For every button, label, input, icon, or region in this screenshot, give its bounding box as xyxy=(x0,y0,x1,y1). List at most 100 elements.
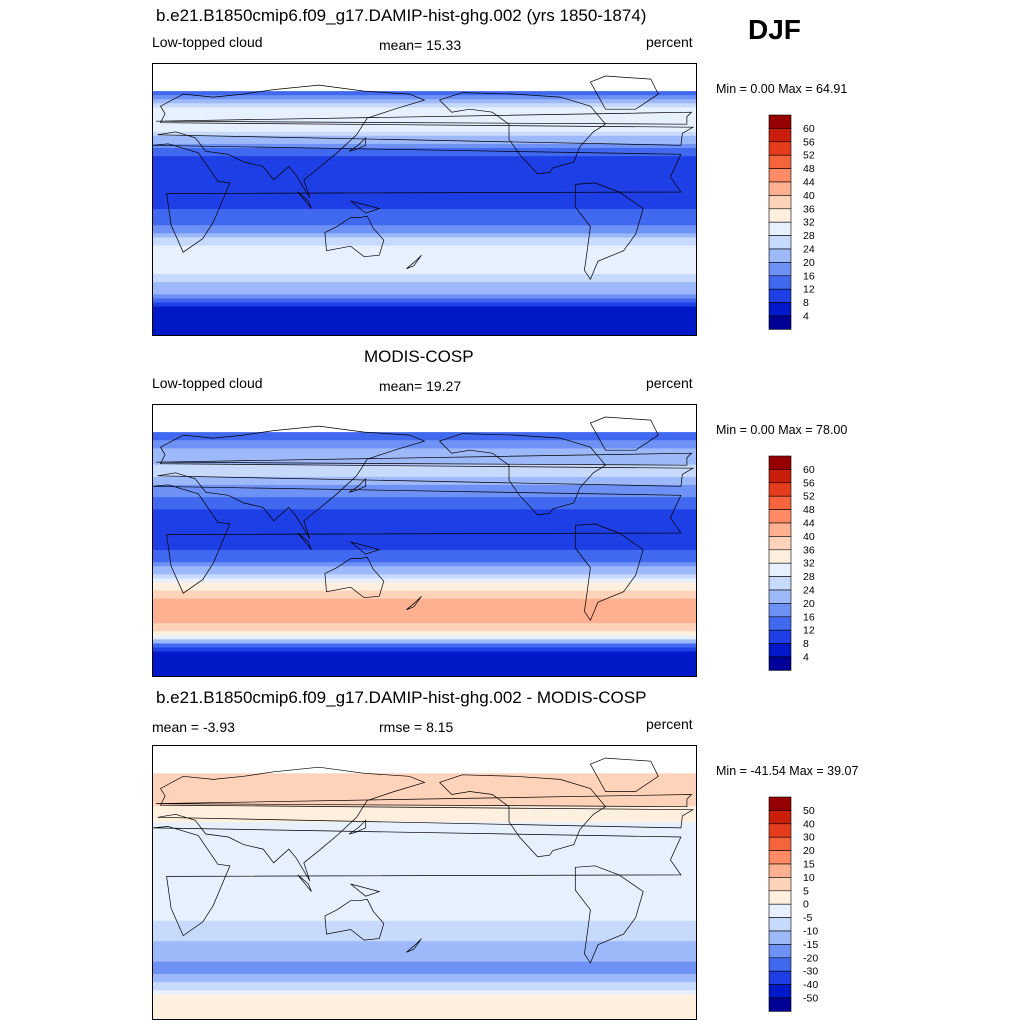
colorbar-tick-label: 30 xyxy=(803,832,815,844)
field-band xyxy=(153,623,696,628)
coastline xyxy=(297,874,312,892)
colorbar-tick-label: 16 xyxy=(803,611,815,623)
coastline xyxy=(406,938,422,953)
field-band xyxy=(153,436,696,441)
field-band xyxy=(153,330,696,335)
field-band xyxy=(153,245,696,251)
colorbar-box xyxy=(768,315,792,330)
colorbar-tick-label: 20 xyxy=(803,845,815,857)
field-band xyxy=(153,598,696,604)
field-band xyxy=(153,554,696,559)
colorbar-tick-label: -15 xyxy=(803,939,818,951)
field-band xyxy=(153,594,696,600)
field-band xyxy=(153,143,696,149)
colorbar-box xyxy=(768,262,792,277)
colorbar-tick-label: 12 xyxy=(803,625,815,637)
colorbar-tick-label: 8 xyxy=(803,638,809,650)
field-band xyxy=(153,115,696,121)
colorbar-box xyxy=(768,836,792,851)
colorbar-tick-label: -50 xyxy=(803,993,818,1005)
field-band xyxy=(153,241,696,247)
panel2-colorbar: 60 56 52 48 44 40 36 32 28 24 20 16 12 8 4 xyxy=(768,455,849,671)
field-band xyxy=(153,119,696,125)
field-band xyxy=(153,541,696,547)
field-band xyxy=(153,904,696,910)
field-band xyxy=(153,566,696,571)
colorbar-tick-label: -30 xyxy=(803,966,818,978)
colorbar-box xyxy=(768,970,792,985)
colorbar-box xyxy=(768,890,792,905)
field-band xyxy=(153,135,696,141)
field-band xyxy=(153,965,696,971)
field-band xyxy=(153,533,696,539)
field-band xyxy=(153,233,696,239)
field-band xyxy=(153,188,696,194)
field-band xyxy=(153,793,696,799)
field-band xyxy=(153,590,696,596)
colorbar-tick-label: 50 xyxy=(803,805,815,817)
field-band xyxy=(153,452,696,458)
colorbar-box xyxy=(768,562,792,577)
colorbar-tick-label: 4 xyxy=(803,652,809,664)
colorbar-box xyxy=(768,616,792,631)
field-band xyxy=(153,274,696,279)
colorbar-tick-label: 8 xyxy=(803,297,809,309)
coastline xyxy=(348,819,367,835)
field-band xyxy=(153,176,696,182)
colorbar-tick-label: 28 xyxy=(803,230,815,242)
colorbar-box xyxy=(768,903,792,918)
field-band xyxy=(153,444,696,449)
field-band xyxy=(153,570,696,575)
field-band xyxy=(153,448,696,454)
panel3-title: b.e21.B1850cmip6.f09_g17.DAMIP-hist-ghg.… xyxy=(156,688,647,707)
field-band xyxy=(153,306,696,312)
coastline xyxy=(589,75,659,110)
field-band xyxy=(153,928,696,934)
field-band xyxy=(153,213,696,218)
field-band xyxy=(153,834,696,840)
colorbar-box xyxy=(768,536,792,551)
panel2-units-label: percent xyxy=(646,375,693,391)
colorbar-box xyxy=(768,509,792,524)
field-band xyxy=(153,830,696,836)
field-band xyxy=(153,920,696,926)
colorbar-box xyxy=(768,181,792,196)
season-label: DJF xyxy=(748,14,801,45)
colorbar-box xyxy=(768,850,792,865)
field-band xyxy=(153,497,696,502)
colorbar-box xyxy=(768,248,792,263)
field-band xyxy=(153,639,696,645)
field-band xyxy=(153,204,696,210)
colorbar-tick-label: 48 xyxy=(803,163,815,175)
coastline xyxy=(406,595,422,611)
field-band xyxy=(153,986,696,991)
panel1-colorbar: 60 56 52 48 44 40 36 32 28 24 20 16 12 8 4 xyxy=(768,114,849,330)
field-band xyxy=(153,168,696,173)
colorbar-tick-label: 32 xyxy=(803,217,815,229)
field-band xyxy=(153,164,696,169)
field-band xyxy=(153,871,696,877)
field-band xyxy=(153,863,696,869)
field-band xyxy=(153,139,696,145)
field-band xyxy=(153,1010,696,1016)
field-band xyxy=(153,892,696,897)
colorbar-box xyxy=(768,603,792,618)
field-band xyxy=(153,196,696,202)
field-band xyxy=(153,582,696,588)
colorbar-box xyxy=(768,141,792,156)
field-band xyxy=(153,480,696,486)
field-band xyxy=(153,537,696,543)
coastline xyxy=(574,523,644,622)
panel1-title: b.e21.B1850cmip6.f09_g17.DAMIP-hist-ghg.… xyxy=(156,6,647,25)
colorbar-box xyxy=(768,984,792,999)
colorbar-box xyxy=(768,469,792,484)
field-band xyxy=(153,322,696,328)
field-band xyxy=(153,476,696,482)
colorbar-tick-label: 32 xyxy=(803,558,815,570)
field-band xyxy=(153,945,696,950)
field-band xyxy=(153,957,696,963)
field-band xyxy=(153,95,696,100)
field-band xyxy=(153,562,696,567)
field-band xyxy=(153,887,696,893)
field-band xyxy=(153,822,696,828)
